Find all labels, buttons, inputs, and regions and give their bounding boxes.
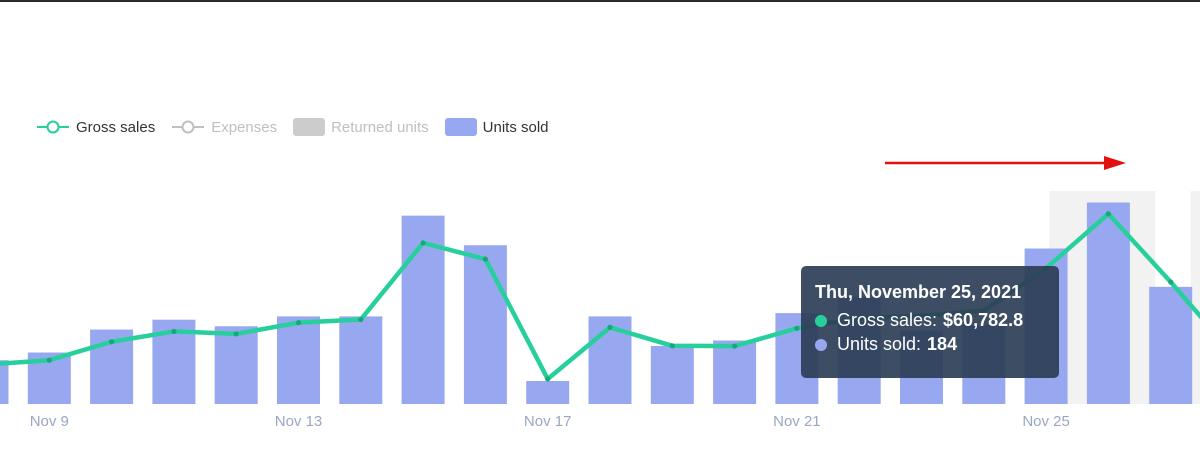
bar-units-sold[interactable] [277, 316, 320, 404]
legend-label: Expenses [211, 118, 278, 136]
bar-units-sold[interactable] [463, 245, 507, 404]
gross-sales-point[interactable] [545, 376, 551, 382]
gross-sales-point[interactable] [420, 240, 426, 246]
legend-line-marker-icon [37, 120, 69, 134]
bar-units-sold[interactable] [1086, 202, 1130, 404]
annotation-layer [885, 156, 1126, 170]
tooltip-key: Gross sales: [837, 310, 938, 330]
gross-sales-point[interactable] [794, 325, 800, 331]
tooltip-title: Thu, November 25, 2021 [815, 282, 1022, 302]
tooltip-row-gross-sales: Gross sales: $60,782.8 [815, 310, 1045, 331]
gross-sales-point[interactable] [109, 339, 115, 345]
hover-band [1190, 191, 1200, 404]
tooltip-value: $60,782.8 [943, 310, 1024, 330]
gross-sales-point[interactable] [358, 316, 364, 323]
bar-units-sold[interactable] [214, 326, 258, 404]
legend-rect-marker-icon [293, 118, 326, 136]
gross-sales-point[interactable] [669, 343, 675, 349]
x-tick-label: Nov 21 [773, 413, 821, 430]
x-tick-label: Nov 13 [275, 413, 323, 430]
tooltip-key: Units sold: [837, 334, 922, 354]
tooltip-row-units-sold: Units sold: 184 [815, 334, 1045, 355]
chart-tooltip: Thu, November 25, 2021 Gross sales: $60,… [801, 266, 1059, 378]
legend-label: Units sold [482, 118, 549, 136]
legend-label: Gross sales [76, 118, 156, 136]
gross-sales-point[interactable] [732, 343, 738, 349]
x-tick-label: Nov 17 [524, 413, 572, 430]
bar-units-sold[interactable] [526, 381, 570, 404]
gross-sales-point[interactable] [1168, 279, 1174, 285]
gross-sales-point[interactable] [233, 331, 239, 337]
legend-item-gross-sales[interactable]: Gross sales [36, 119, 155, 136]
bar-units-sold[interactable] [650, 345, 694, 404]
x-tick-label: Nov 9 [30, 413, 69, 430]
bar-units-sold[interactable] [713, 340, 757, 404]
bar-units-sold[interactable] [0, 360, 9, 404]
legend-item-units-sold[interactable]: Units sold [444, 118, 549, 136]
top-border [0, 0, 1200, 2]
arrow-right-icon [1104, 156, 1126, 170]
series-dot-icon [815, 314, 827, 327]
chart-legend: Gross sales Expenses Returned units Unit… [36, 116, 549, 138]
gross-sales-point[interactable] [482, 256, 488, 262]
legend-item-returned-units[interactable]: Returned units [293, 118, 429, 136]
legend-rect-marker-icon [444, 118, 477, 136]
gross-sales-point[interactable] [295, 320, 302, 326]
tooltip-value: 184 [927, 334, 958, 354]
gross-sales-point[interactable] [1105, 211, 1111, 217]
x-tick-label: Nov 25 [1022, 413, 1070, 430]
gross-sales-point[interactable] [171, 328, 177, 335]
x-axis-tick-labels: Nov 9 Nov 13 Nov 17 Nov 21 Nov 25 [30, 413, 1070, 430]
bar-units-sold[interactable] [339, 316, 383, 404]
legend-item-expenses[interactable]: Expenses [171, 119, 277, 136]
gross-sales-point[interactable] [46, 357, 52, 363]
legend-label: Returned units [331, 118, 429, 136]
gross-sales-point[interactable] [607, 324, 613, 330]
bar-units-sold[interactable] [1149, 286, 1193, 404]
legend-line-marker-icon [172, 120, 205, 134]
series-dot-icon [815, 338, 827, 351]
